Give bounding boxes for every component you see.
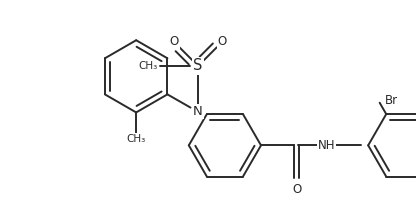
Text: S: S <box>193 58 203 73</box>
Text: N: N <box>193 106 203 118</box>
Text: CH₃: CH₃ <box>138 61 158 71</box>
Text: O: O <box>169 35 178 48</box>
Text: O: O <box>292 183 301 196</box>
Text: O: O <box>218 35 227 48</box>
Text: Br: Br <box>385 94 398 107</box>
Text: CH₃: CH₃ <box>126 134 146 144</box>
Text: NH: NH <box>318 139 335 152</box>
